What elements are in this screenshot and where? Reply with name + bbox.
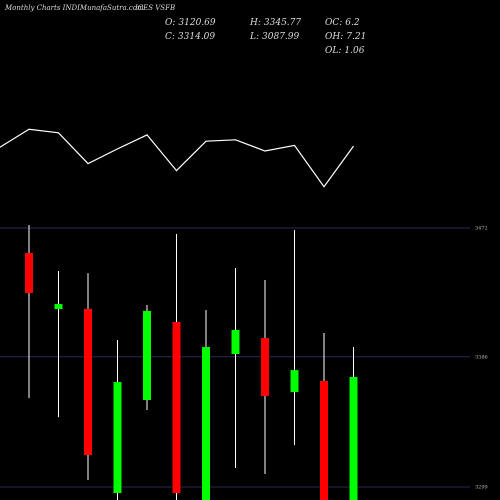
stat-value: 3314.09	[178, 32, 215, 42]
line	[0, 128, 354, 188]
stat-value: 7.21	[346, 32, 366, 42]
stat-value: 1.06	[344, 46, 364, 56]
chart-title: Monthly Charts INDIMunafaSutra.com	[4, 4, 144, 12]
stat-label: H:	[249, 18, 261, 28]
y-tick-label: 3386	[475, 354, 488, 360]
stat-label: OH:	[325, 32, 343, 42]
y-tick-label: 3472	[475, 226, 488, 232]
stat-label: C:	[165, 32, 175, 42]
stat-value: 3345.77	[264, 18, 301, 28]
candle-body	[320, 381, 328, 500]
candle-body	[202, 347, 210, 500]
y-tick-label: 3299	[475, 485, 488, 491]
stat-label: L:	[249, 32, 259, 42]
stat-label: OL:	[325, 46, 341, 56]
stat-value: 3087.99	[262, 32, 299, 42]
stat: H: 3345.77	[249, 18, 301, 28]
candle-body	[231, 329, 240, 355]
candle-body	[143, 310, 151, 401]
candle-body	[290, 370, 299, 393]
candle-body	[261, 338, 269, 396]
candle-body	[25, 253, 33, 293]
stat: O: 3120.69	[165, 18, 216, 28]
stat-label: OC:	[325, 18, 342, 28]
stat: OC: 6.2	[325, 18, 360, 28]
candle-body	[84, 308, 92, 455]
candle-body	[54, 304, 63, 309]
stat-label: O:	[165, 18, 175, 28]
stat: C: 3314.09	[165, 32, 215, 42]
candle-body	[349, 376, 358, 500]
stat-value: 6.2	[345, 18, 360, 28]
candle-body	[172, 322, 181, 493]
candle-body	[113, 382, 122, 493]
stat: L: 3087.99	[249, 32, 300, 42]
stat: OH: 7.21	[325, 32, 366, 42]
chart-subtitle: ICES VSFB	[134, 4, 175, 12]
stat: OL: 1.06	[325, 46, 365, 56]
stat-value: 3120.69	[178, 18, 215, 28]
